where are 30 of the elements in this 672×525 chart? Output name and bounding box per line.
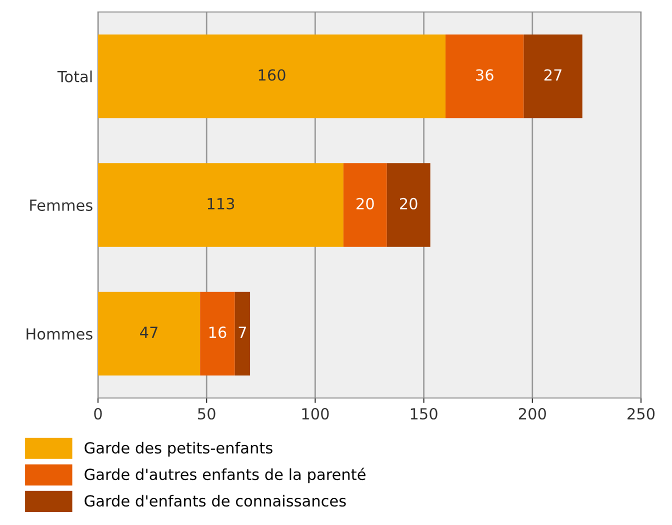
bar	[98, 292, 200, 376]
legend-label: Garde d'autres enfants de la parenté	[84, 468, 366, 484]
bar	[98, 34, 446, 118]
x-tick-label: 150	[410, 408, 438, 420]
legend-label: Garde des petits-enfants	[84, 442, 272, 457]
x-tick-label: 250	[628, 408, 655, 420]
x-tick-label: 200	[518, 408, 546, 420]
y-tick-label: Hommes	[26, 328, 92, 340]
data-label: 7	[238, 326, 246, 338]
data-label: 113	[208, 198, 234, 210]
bar	[343, 163, 387, 247]
data-label: 20	[356, 198, 374, 210]
data-label: 27	[544, 69, 562, 81]
data-label: 20	[400, 198, 418, 210]
x-tick-label: 100	[302, 408, 329, 420]
y-tick-label: Total	[57, 70, 92, 82]
bar	[200, 292, 235, 376]
data-label: 47	[140, 326, 158, 338]
bar	[446, 34, 524, 118]
data-label: 16	[209, 326, 226, 338]
x-tick-label: 50	[198, 408, 216, 420]
bar	[524, 34, 582, 118]
bar	[234, 292, 250, 376]
data-label: 36	[476, 69, 494, 81]
bar	[386, 163, 430, 247]
legend-label: Garde d'enfants de connaissances	[84, 494, 346, 507]
data-label: 160	[258, 69, 286, 81]
bar	[98, 163, 344, 247]
x-tick-label: 0	[94, 408, 102, 420]
y-tick-label: Femmes	[30, 200, 92, 212]
